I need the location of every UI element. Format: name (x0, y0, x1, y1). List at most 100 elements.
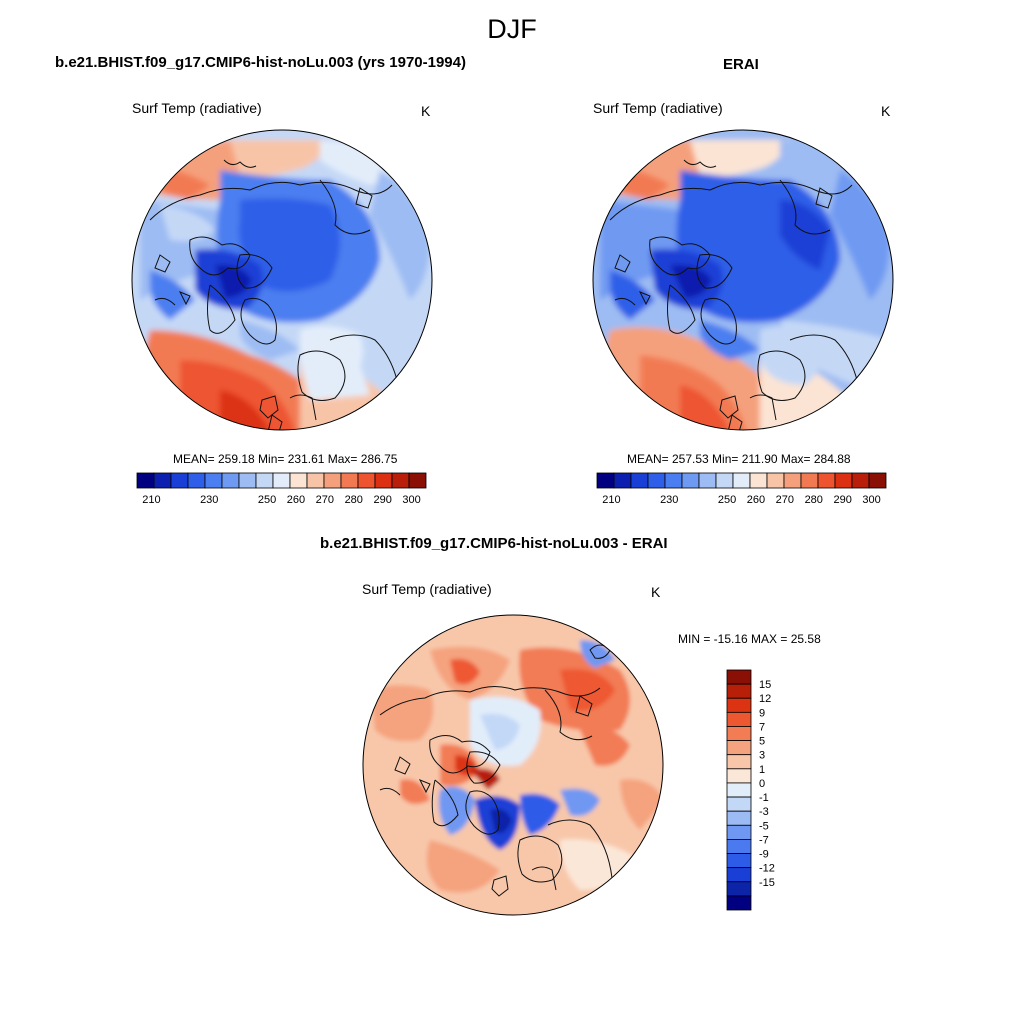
panel1-colorbar-swatch (306, 472, 325, 489)
panel1-colorbar-swatch (374, 472, 393, 489)
panel3-colorbar-swatch (726, 740, 752, 756)
panel3-colorbar-tick-label: -5 (759, 820, 769, 832)
panel3-colorbar-tick-label: 9 (759, 707, 765, 719)
panel3-colorbar-swatch (726, 796, 752, 812)
panel1-colorbar-swatch (170, 472, 189, 489)
panel2-colorbar-tick-label: 270 (776, 494, 794, 506)
panel2-map (592, 129, 894, 431)
panel1-colorbar-swatch (340, 472, 359, 489)
panel3-colorbar-swatch (726, 810, 752, 826)
panel3-colorbar-tick-label: -7 (759, 834, 769, 846)
panel2-colorbar-swatch (732, 472, 751, 489)
panel2-colorbar-tick-label: 230 (660, 494, 678, 506)
panel2-colorbar-swatch (596, 472, 615, 489)
panel1-colorbar-swatch (323, 472, 342, 489)
panel2-map-boundary (592, 129, 894, 431)
panel2-colorbar-swatch (868, 472, 887, 489)
panel2-colorbar-tick-label: 300 (862, 494, 880, 506)
panel3-title: b.e21.BHIST.f09_g17.CMIP6-hist-noLu.003 … (320, 535, 668, 552)
panel3-colorbar-swatch (726, 669, 752, 685)
panel3-colorbar-tick-label: 3 (759, 750, 765, 762)
panel2-colorbar-swatch (715, 472, 734, 489)
panel1-colorbar: 210 230 250 260 270 280 290 300 (136, 472, 427, 506)
panel3-colorbar-tick-label: -12 (759, 863, 775, 875)
panel3-colorbar-tick-label: 12 (759, 693, 771, 705)
panel2-colorbar-swatch (800, 472, 819, 489)
panel3-field (363, 615, 663, 915)
panel1-colorbar-tick-label: 250 (258, 494, 276, 506)
panel3-colorbar-swatch (726, 867, 752, 883)
panel2-coastlines (609, 159, 861, 430)
panel3-stats: MIN = -15.16 MAX = 25.58 (678, 632, 821, 646)
panel3-colorbar-tick-label: -15 (759, 877, 775, 889)
panel3-colorbar-tick-label: 15 (759, 679, 771, 691)
panel2-colorbar-tick-label: 210 (602, 494, 620, 506)
panel2-colorbar: 210 230 250 260 270 280 290 300 (596, 472, 887, 506)
panel2-colorbar-swatch (630, 472, 649, 489)
panel3-colorbar-tick-label: 0 (759, 778, 765, 790)
panel2-colorbar-swatch (834, 472, 853, 489)
panel2-variable-label: Surf Temp (radiative) (593, 100, 723, 116)
figure-title: DJF (487, 14, 537, 44)
panel1-colorbar-swatch (238, 472, 257, 489)
panel2-colorbar-tick-label: 280 (805, 494, 823, 506)
panel2-colorbar-swatch (783, 472, 802, 489)
panel2-colorbar-swatch (681, 472, 700, 489)
panel1-map-boundary (131, 129, 433, 431)
panel3-map-boundary (362, 614, 664, 916)
panel1-colorbar-tick-label: 270 (316, 494, 334, 506)
panel1-colorbar-tick-label: 280 (345, 494, 363, 506)
panel2-colorbar-swatch (817, 472, 836, 489)
panel1-colorbar-swatch (136, 472, 155, 489)
panel1-variable-label: Surf Temp (radiative) (132, 100, 262, 116)
panel1-colorbar-tick-label: 230 (200, 494, 218, 506)
panel3-colorbar-swatch (726, 824, 752, 840)
panel1-field (132, 130, 432, 430)
panel1-colorbar-swatch (204, 472, 223, 489)
panel1-colorbar-swatch (408, 472, 427, 489)
panel3-colorbar-tick-label: -3 (759, 806, 769, 818)
panel2-colorbar-swatch (698, 472, 717, 489)
panel3-colorbar: 15 12 9 7 5 3 1 0 -1 -3 -5 -7 -9 -12 -15 (726, 669, 775, 911)
panel1-colorbar-swatch (153, 472, 172, 489)
panel1-colorbar-swatch (272, 472, 291, 489)
panel1-colorbar-swatch (357, 472, 376, 489)
panel2-units-label: K (881, 103, 891, 119)
panel3-colorbar-swatch (726, 853, 752, 869)
panel1-colorbar-swatch (187, 472, 206, 489)
panel2-colorbar-swatch (664, 472, 683, 489)
panel2-colorbar-tick-label: 290 (833, 494, 851, 506)
panel2-colorbar-tick-label: 260 (747, 494, 765, 506)
panel1-colorbar-tick-label: 260 (287, 494, 305, 506)
panel3-colorbar-tick-label: 7 (759, 721, 765, 733)
panel3-colorbar-swatch (726, 782, 752, 798)
panel2-colorbar-tick-label: 250 (718, 494, 736, 506)
panel2-title: ERAI (723, 56, 759, 73)
panel1-colorbar-swatch (289, 472, 308, 489)
panel1-coastlines (149, 159, 401, 430)
panel1-title: b.e21.BHIST.f09_g17.CMIP6-hist-noLu.003 … (55, 54, 466, 71)
panel3-colorbar-tick-label: 5 (759, 736, 765, 748)
panel3-colorbar-swatch (726, 697, 752, 713)
panel3-colorbar-tick-label: -9 (759, 849, 769, 861)
panel3-colorbar-swatch (726, 711, 752, 727)
panel3-colorbar-swatch (726, 839, 752, 854)
panel1-colorbar-tick-label: 300 (402, 494, 420, 506)
panel2-colorbar-swatch (749, 472, 768, 489)
panel3-colorbar-swatch (726, 726, 752, 741)
panel3-variable-label: Surf Temp (radiative) (362, 581, 492, 597)
panel2-colorbar-swatch (647, 472, 666, 489)
panel3-colorbar-swatch (726, 881, 752, 897)
panel2-colorbar-swatch (613, 472, 632, 489)
panel1-colorbar-swatch (255, 472, 274, 489)
panel2-colorbar-swatch (766, 472, 785, 489)
panel1-colorbar-tick-label: 290 (373, 494, 391, 506)
panel1-map (131, 129, 433, 431)
panel3-colorbar-swatch (726, 895, 752, 911)
panel2-stats: MEAN= 257.53 Min= 211.90 Max= 284.88 (627, 452, 851, 466)
panel3-colorbar-swatch (726, 768, 752, 784)
panel3-colorbar-swatch (726, 754, 752, 770)
panel1-units-label: K (421, 103, 431, 119)
panel2-colorbar-swatch (851, 472, 870, 489)
